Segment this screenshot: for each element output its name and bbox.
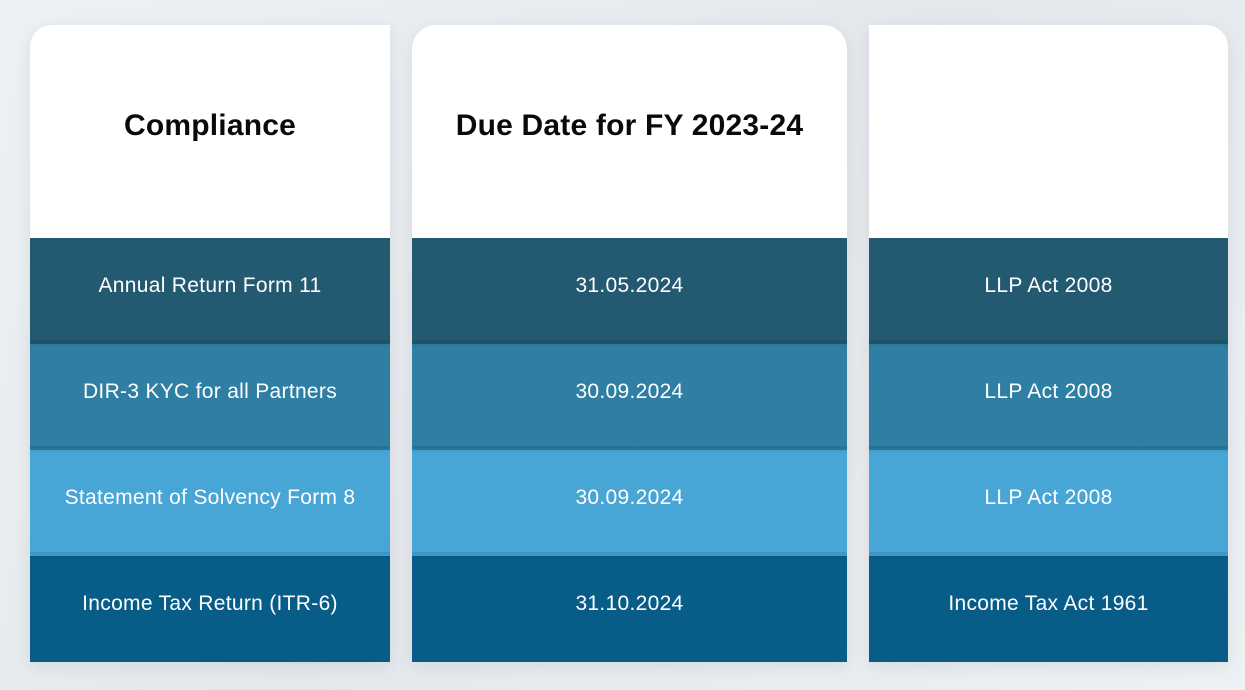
column-header: Due Date for FY 2023-24 bbox=[412, 25, 847, 238]
governing-act-column: LLP Act 2008 LLP Act 2008 LLP Act 2008 I… bbox=[869, 25, 1228, 663]
cell-text: LLP Act 2008 bbox=[984, 380, 1113, 403]
column-header bbox=[869, 25, 1228, 238]
table-cell: Statement of Solvency Form 8 bbox=[30, 450, 390, 560]
table-cell: Income Tax Act 1961 bbox=[869, 556, 1228, 662]
cell-text: 30.09.2024 bbox=[575, 380, 684, 403]
compliance-column: Compliance Annual Return Form 11 DIR-3 K… bbox=[30, 25, 390, 663]
cell-text: DIR-3 KYC for all Partners bbox=[82, 380, 338, 403]
column-header-label: Due Date for FY 2023-24 bbox=[455, 108, 804, 142]
cell-text: 30.09.2024 bbox=[575, 486, 684, 509]
cell-text: LLP Act 2008 bbox=[984, 486, 1113, 509]
column-header-label: Compliance bbox=[123, 108, 297, 142]
cell-text: Statement of Solvency Form 8 bbox=[64, 486, 356, 509]
table-cell: LLP Act 2008 bbox=[869, 238, 1228, 348]
cell-text: 31.10.2024 bbox=[575, 592, 684, 615]
cell-text: Annual Return Form 11 bbox=[98, 274, 322, 297]
cell-text: Income Tax Return (ITR-6) bbox=[82, 592, 338, 615]
cell-text: 31.05.2024 bbox=[575, 274, 684, 297]
due-date-column: Due Date for FY 2023-24 31.05.2024 30.09… bbox=[412, 25, 847, 663]
table-cell: 31.10.2024 bbox=[412, 556, 847, 662]
table-cell: 30.09.2024 bbox=[412, 344, 847, 454]
table-cell: LLP Act 2008 bbox=[869, 450, 1228, 560]
table-cell: Income Tax Return (ITR-6) bbox=[30, 556, 390, 662]
table-cell: LLP Act 2008 bbox=[869, 344, 1228, 454]
column-header: Compliance bbox=[30, 25, 390, 238]
table-cell: 31.05.2024 bbox=[412, 238, 847, 348]
table-cell: Annual Return Form 11 bbox=[30, 238, 390, 348]
cell-text: LLP Act 2008 bbox=[984, 274, 1113, 297]
table-cell: 30.09.2024 bbox=[412, 450, 847, 560]
cell-text: Income Tax Act 1961 bbox=[948, 592, 1149, 615]
table-cell: DIR-3 KYC for all Partners bbox=[30, 344, 390, 454]
